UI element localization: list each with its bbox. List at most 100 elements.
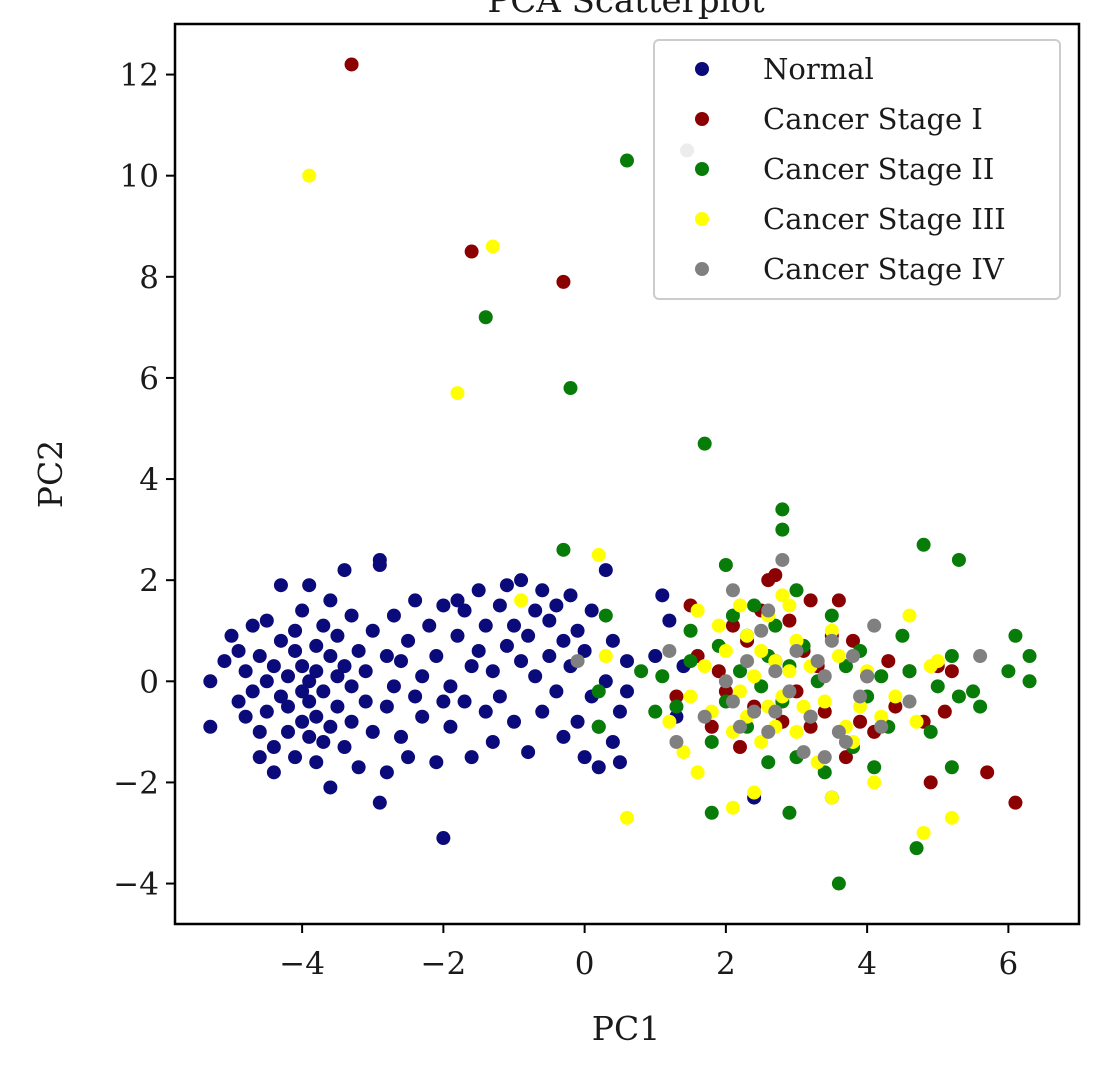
data-point	[697, 709, 712, 724]
data-point	[302, 674, 317, 689]
data-point	[662, 714, 677, 729]
data-point	[507, 714, 521, 729]
data-point	[888, 689, 903, 704]
data-point	[266, 765, 281, 780]
data-point	[789, 633, 804, 648]
series-cancer-stage-iv	[570, 143, 988, 765]
data-point	[401, 750, 416, 765]
data-point	[295, 603, 310, 618]
data-point	[556, 542, 571, 557]
data-point	[881, 654, 896, 669]
data-point	[429, 649, 444, 664]
data-point	[266, 659, 281, 674]
data-point	[563, 381, 578, 396]
y-tick-label: −4	[113, 867, 159, 903]
data-point	[273, 633, 288, 648]
data-point	[323, 719, 338, 734]
data-point	[372, 558, 387, 573]
x-tick-label: 0	[575, 946, 595, 982]
data-point	[916, 537, 931, 552]
data-point	[909, 841, 924, 856]
data-point	[394, 729, 408, 744]
data-point	[683, 623, 698, 638]
data-point	[415, 709, 430, 724]
data-point	[379, 649, 394, 664]
data-point	[485, 239, 500, 254]
data-point	[478, 704, 493, 719]
data-point	[648, 704, 663, 719]
data-point	[973, 699, 988, 714]
data-point	[683, 689, 698, 704]
data-point	[351, 760, 366, 775]
data-point	[944, 760, 959, 775]
data-point	[273, 578, 288, 593]
data-point	[888, 699, 903, 714]
data-point	[330, 699, 345, 714]
y-tick-label: 10	[120, 159, 159, 195]
y-tick-label: 4	[139, 462, 159, 498]
data-point	[521, 745, 536, 760]
data-point	[846, 649, 860, 664]
data-point	[295, 659, 310, 674]
data-point	[768, 618, 783, 633]
data-point	[951, 689, 966, 704]
data-point	[478, 618, 493, 633]
y-tick-label: 0	[139, 664, 159, 700]
data-point	[902, 664, 917, 679]
data-point	[846, 633, 860, 648]
data-point	[775, 502, 790, 517]
data-point	[365, 623, 380, 638]
data-point	[358, 694, 373, 709]
data-point	[669, 699, 684, 714]
data-point	[386, 608, 401, 623]
data-point	[725, 583, 740, 598]
data-point	[252, 649, 267, 664]
data-point	[302, 729, 317, 744]
data-point	[916, 825, 931, 840]
data-point	[464, 244, 479, 259]
data-point	[902, 694, 917, 709]
data-point	[238, 664, 253, 679]
data-point	[478, 310, 493, 325]
data-point	[725, 800, 740, 815]
data-point	[711, 664, 726, 679]
data-point	[747, 785, 762, 800]
data-point	[768, 568, 783, 583]
data-point	[372, 795, 387, 810]
data-point	[273, 689, 288, 704]
data-point	[662, 613, 677, 628]
data-point	[951, 552, 966, 567]
data-point	[824, 790, 839, 805]
data-point	[620, 810, 634, 825]
data-point	[810, 654, 825, 669]
data-point	[768, 704, 783, 719]
data-point	[563, 588, 578, 603]
x-tick-label: −2	[421, 946, 467, 982]
data-point	[761, 603, 776, 618]
data-point	[754, 643, 769, 658]
data-point	[612, 755, 627, 770]
y-tick-label: 2	[139, 563, 159, 599]
data-point	[436, 694, 451, 709]
data-point	[740, 628, 755, 643]
data-point	[662, 643, 677, 658]
data-point	[379, 765, 394, 780]
data-point	[655, 669, 670, 684]
data-point	[725, 608, 740, 623]
data-point	[789, 583, 804, 598]
data-point	[358, 664, 373, 679]
data-point	[450, 593, 465, 608]
data-point	[895, 628, 910, 643]
data-point	[316, 618, 331, 633]
data-point	[775, 552, 790, 567]
data-point	[902, 608, 917, 623]
data-point	[577, 750, 592, 765]
data-point	[1022, 674, 1037, 689]
data-point	[676, 745, 691, 760]
data-point	[323, 780, 338, 795]
chart-title: PCA Scatterplot	[487, 0, 765, 21]
data-point	[669, 689, 684, 704]
data-point	[471, 643, 486, 658]
data-point	[591, 684, 606, 699]
data-point	[521, 628, 536, 643]
